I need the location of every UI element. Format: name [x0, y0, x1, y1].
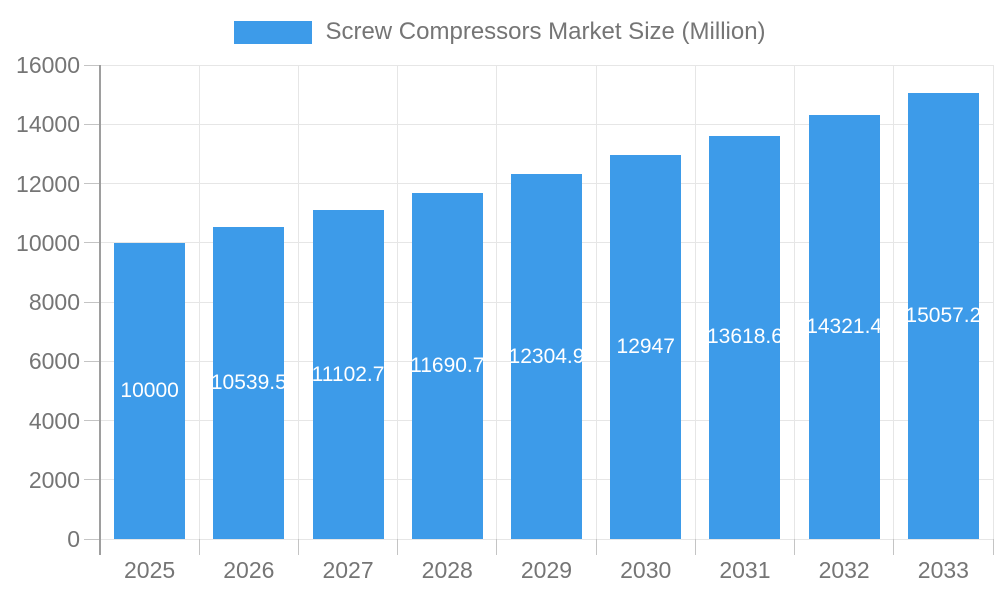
- plot-area: 10000 10539.5 11102.7 11690.7 12304.9 12947 13…: [84, 64, 994, 555]
- x-axis-label: 2026: [223, 557, 275, 583]
- y-tick: [84, 183, 100, 184]
- x-gridline: [893, 65, 895, 539]
- y-tick: [84, 360, 100, 362]
- bar[interactable]: 14321.4: [808, 114, 880, 539]
- x-axis-label: 2027: [322, 557, 374, 583]
- x-axis-label: 2029: [520, 557, 573, 583]
- bar-value-label: 10539.5: [213, 370, 285, 394]
- x-gridline: [992, 65, 994, 539]
- bar-value-label: 12304.9: [511, 344, 582, 368]
- legend[interactable]: Screw Compressors Market Size (Million): [0, 18, 1000, 46]
- x-tick: [198, 539, 200, 555]
- x-gridline: [694, 65, 696, 539]
- y-tick: [84, 242, 100, 244]
- y-axis-label: 2000: [28, 466, 80, 493]
- x-tick: [992, 539, 994, 555]
- x-axis-label: 2030: [620, 557, 672, 583]
- bar[interactable]: 10000: [114, 242, 186, 539]
- y-gridline: [100, 64, 993, 66]
- bar-value-label: 12947: [616, 335, 675, 359]
- x-axis-label: 2032: [818, 557, 870, 583]
- x-axis-label: 2031: [719, 557, 771, 583]
- x-tick: [595, 539, 597, 555]
- bar[interactable]: 11102.7: [312, 210, 384, 539]
- y-tick: [84, 420, 100, 421]
- y-axis-label: 10000: [16, 229, 80, 256]
- y-tick: [84, 301, 100, 303]
- y-tick: [84, 479, 100, 481]
- y-gridline: [100, 123, 993, 125]
- x-gridline: [595, 65, 597, 539]
- x-tick: [496, 539, 498, 555]
- y-tick: [84, 123, 100, 125]
- bar-value-label: 15057.2: [907, 303, 979, 327]
- x-tick: [397, 539, 399, 555]
- bar-value-label: 14321.4: [808, 314, 880, 338]
- y-axis-label: 12000: [16, 170, 80, 197]
- bar[interactable]: 12947: [610, 155, 682, 539]
- y-tick: [84, 538, 100, 540]
- bar[interactable]: 13618.6: [709, 135, 781, 539]
- bar[interactable]: 12304.9: [511, 174, 582, 539]
- bar-value-label: 13618.6: [709, 325, 781, 349]
- x-axis-label: 2025: [124, 557, 176, 583]
- y-axis-label: 16000: [16, 52, 80, 78]
- y-axis-label: 0: [67, 526, 80, 552]
- y-axis-label: 4000: [28, 407, 80, 434]
- x-gridline: [198, 65, 200, 539]
- y-axis-label: 14000: [16, 111, 80, 138]
- y-axis-line: [99, 65, 101, 555]
- y-tick: [84, 64, 100, 66]
- bar[interactable]: 15057.2: [907, 92, 979, 539]
- legend-label: Screw Compressors Market Size (Million): [325, 18, 766, 45]
- y-gridline: [100, 538, 993, 540]
- legend-swatch: [234, 20, 313, 44]
- x-gridline: [397, 65, 399, 539]
- x-gridline: [496, 65, 498, 539]
- y-axis-label: 8000: [28, 289, 80, 315]
- x-tick: [794, 539, 796, 555]
- x-axis-label: 2033: [917, 557, 969, 583]
- x-axis-label: 2028: [421, 557, 473, 583]
- x-tick: [694, 539, 696, 555]
- x-gridline: [297, 65, 299, 539]
- bar-value-label: 11102.7: [312, 362, 384, 386]
- bar[interactable]: 11690.7: [411, 192, 483, 539]
- bar-value-label: 10000: [120, 378, 179, 402]
- x-tick: [297, 539, 299, 555]
- y-axis-label: 6000: [28, 348, 80, 375]
- bar[interactable]: 10539.5: [213, 226, 285, 539]
- x-gridline: [794, 65, 796, 539]
- x-tick: [893, 539, 895, 555]
- bar-value-label: 11690.7: [411, 353, 483, 377]
